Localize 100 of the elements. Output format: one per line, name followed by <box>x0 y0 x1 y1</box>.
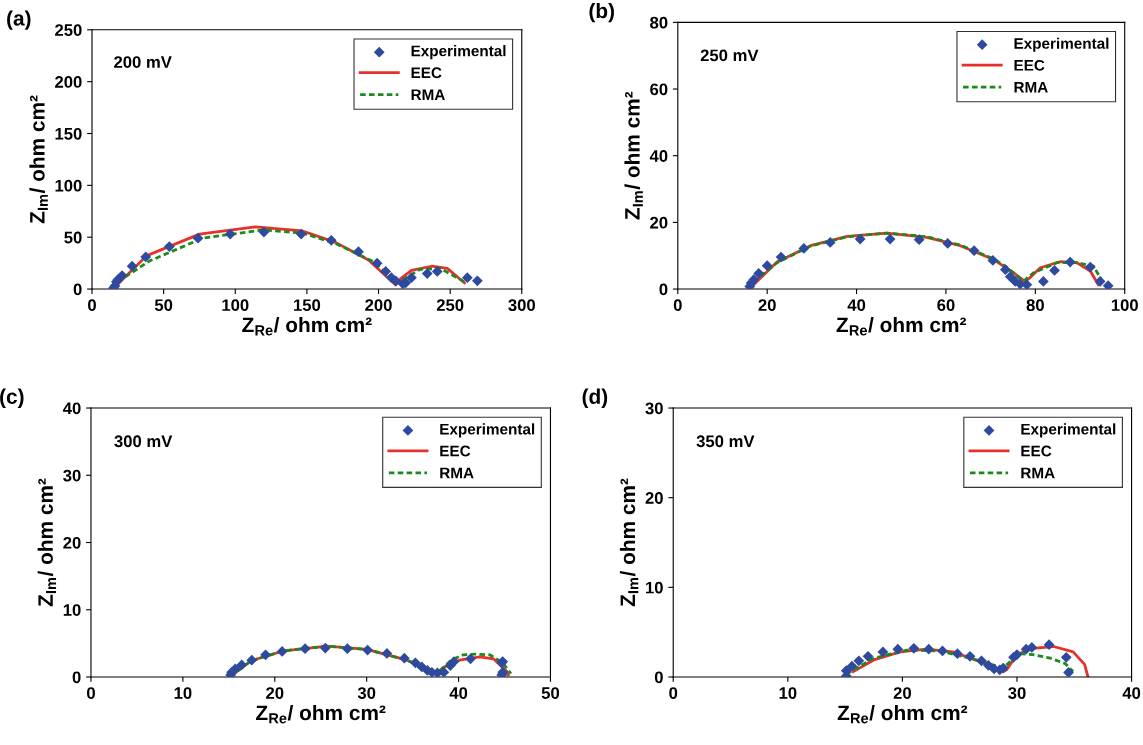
point <box>1000 264 1011 276</box>
point <box>908 642 920 654</box>
y-tick-label: 20 <box>650 216 668 229</box>
point <box>1060 651 1072 663</box>
y-axis-title: Z$_{Im}$/ ohm cm² <box>624 91 643 220</box>
point <box>775 251 787 263</box>
point <box>421 268 433 279</box>
point <box>968 245 980 257</box>
y-tick-label: 60 <box>650 83 668 96</box>
legend-label: RMA <box>440 467 474 479</box>
point <box>192 232 204 244</box>
legend-label: RMA <box>411 89 445 100</box>
annotation: 200 mV <box>114 56 172 68</box>
x-tick-label: 300 <box>508 299 535 312</box>
y-tick-label: 30 <box>63 469 81 482</box>
point <box>964 650 976 662</box>
y-tick-label: 0 <box>659 283 668 296</box>
x-tick-label: 20 <box>893 687 911 699</box>
y-tick-label: 10 <box>646 581 663 594</box>
point <box>824 237 836 248</box>
x-tick-label: 50 <box>541 687 560 699</box>
x-tick-label: 30 <box>1008 687 1026 699</box>
point <box>1094 276 1106 287</box>
point <box>126 260 138 272</box>
x-tick-label: 50 <box>154 299 173 312</box>
x-tick-label: 0 <box>87 687 95 699</box>
point <box>798 243 810 254</box>
x-tick-label: 200 <box>365 299 392 312</box>
legend-label: EEC <box>440 445 471 457</box>
point <box>471 275 483 287</box>
point <box>853 655 865 667</box>
x-axis-title: Z$_{Re}$/ ohm cm² <box>836 316 967 336</box>
point <box>877 646 889 658</box>
x-tick-label: 0 <box>673 299 682 312</box>
point <box>406 272 417 284</box>
x-tick-label: 150 <box>294 299 321 312</box>
point <box>258 226 270 238</box>
text: (c) <box>0 388 24 409</box>
legend-label: EEC <box>1021 445 1052 457</box>
y-axis-title: Z$_{Im}$/ ohm cm² <box>29 95 48 224</box>
point <box>753 268 765 279</box>
annotation: 300 mV <box>114 435 173 448</box>
point <box>952 648 963 660</box>
point <box>431 266 443 277</box>
x-tick-label: 100 <box>222 299 249 312</box>
legend-label: RMA <box>1014 81 1048 93</box>
x-tick-label: 100 <box>1111 299 1138 312</box>
point <box>140 251 152 263</box>
point <box>1064 256 1076 268</box>
x-tick-label: 80 <box>1026 299 1044 312</box>
point <box>1084 261 1096 273</box>
point <box>846 660 858 672</box>
x-tick-label: 40 <box>449 687 468 699</box>
y-tick-label: 50 <box>64 231 82 244</box>
x-tick-label: 20 <box>758 299 776 312</box>
y-tick-label: 40 <box>62 402 81 415</box>
point <box>224 228 236 240</box>
legend-label: RMA <box>1021 467 1055 479</box>
y-tick-label: 30 <box>645 402 663 415</box>
x-axis-title: Z$_{Re}$/ ohm cm² <box>256 704 386 724</box>
point <box>987 255 999 266</box>
point <box>942 238 954 249</box>
y-tick-label: 20 <box>645 492 663 504</box>
x-axis-title: Z$_{Re}$/ ohm cm² <box>242 316 372 336</box>
y-tick-label: 250 <box>55 24 82 36</box>
point <box>461 272 473 284</box>
y-tick-label: 0 <box>654 671 663 684</box>
y-tick-label: 150 <box>55 127 82 140</box>
y-axis-title: Z$_{Im}$/ ohm cm² <box>619 478 639 607</box>
point <box>353 246 364 258</box>
x-tick-label: 30 <box>357 687 376 699</box>
y-tick-label: 100 <box>55 179 82 192</box>
point <box>295 228 307 240</box>
x-tick-label: 10 <box>779 687 797 699</box>
point <box>163 241 175 252</box>
x-tick-label: 40 <box>1122 687 1141 699</box>
x-tick-label: 0 <box>88 299 96 312</box>
point <box>116 270 128 281</box>
y-tick-label: 20 <box>63 536 81 549</box>
y-tick-label: 200 <box>55 76 82 88</box>
x-tick-label: 250 <box>436 299 464 312</box>
y-tick-label: 10 <box>63 604 81 616</box>
point <box>371 257 383 269</box>
text: (b) <box>589 2 614 23</box>
x-tick-label: 20 <box>266 687 284 699</box>
point <box>380 266 392 277</box>
legend-label: EEC <box>411 67 442 79</box>
x-tick-label: 60 <box>937 299 955 312</box>
x-tick-label: 0 <box>669 687 678 699</box>
y-tick-label: 0 <box>72 671 81 684</box>
point <box>1063 667 1074 677</box>
legend-label: Experimental <box>440 423 535 438</box>
point <box>913 234 925 246</box>
text: (a) <box>7 10 31 30</box>
text: (d) <box>582 388 608 409</box>
point <box>892 643 904 655</box>
point <box>1043 639 1055 651</box>
y-axis-title: Z$_{Im}$/ ohm cm² <box>37 478 57 607</box>
x-tick-label: 40 <box>847 299 866 312</box>
annotation: 350 mV <box>696 435 755 448</box>
